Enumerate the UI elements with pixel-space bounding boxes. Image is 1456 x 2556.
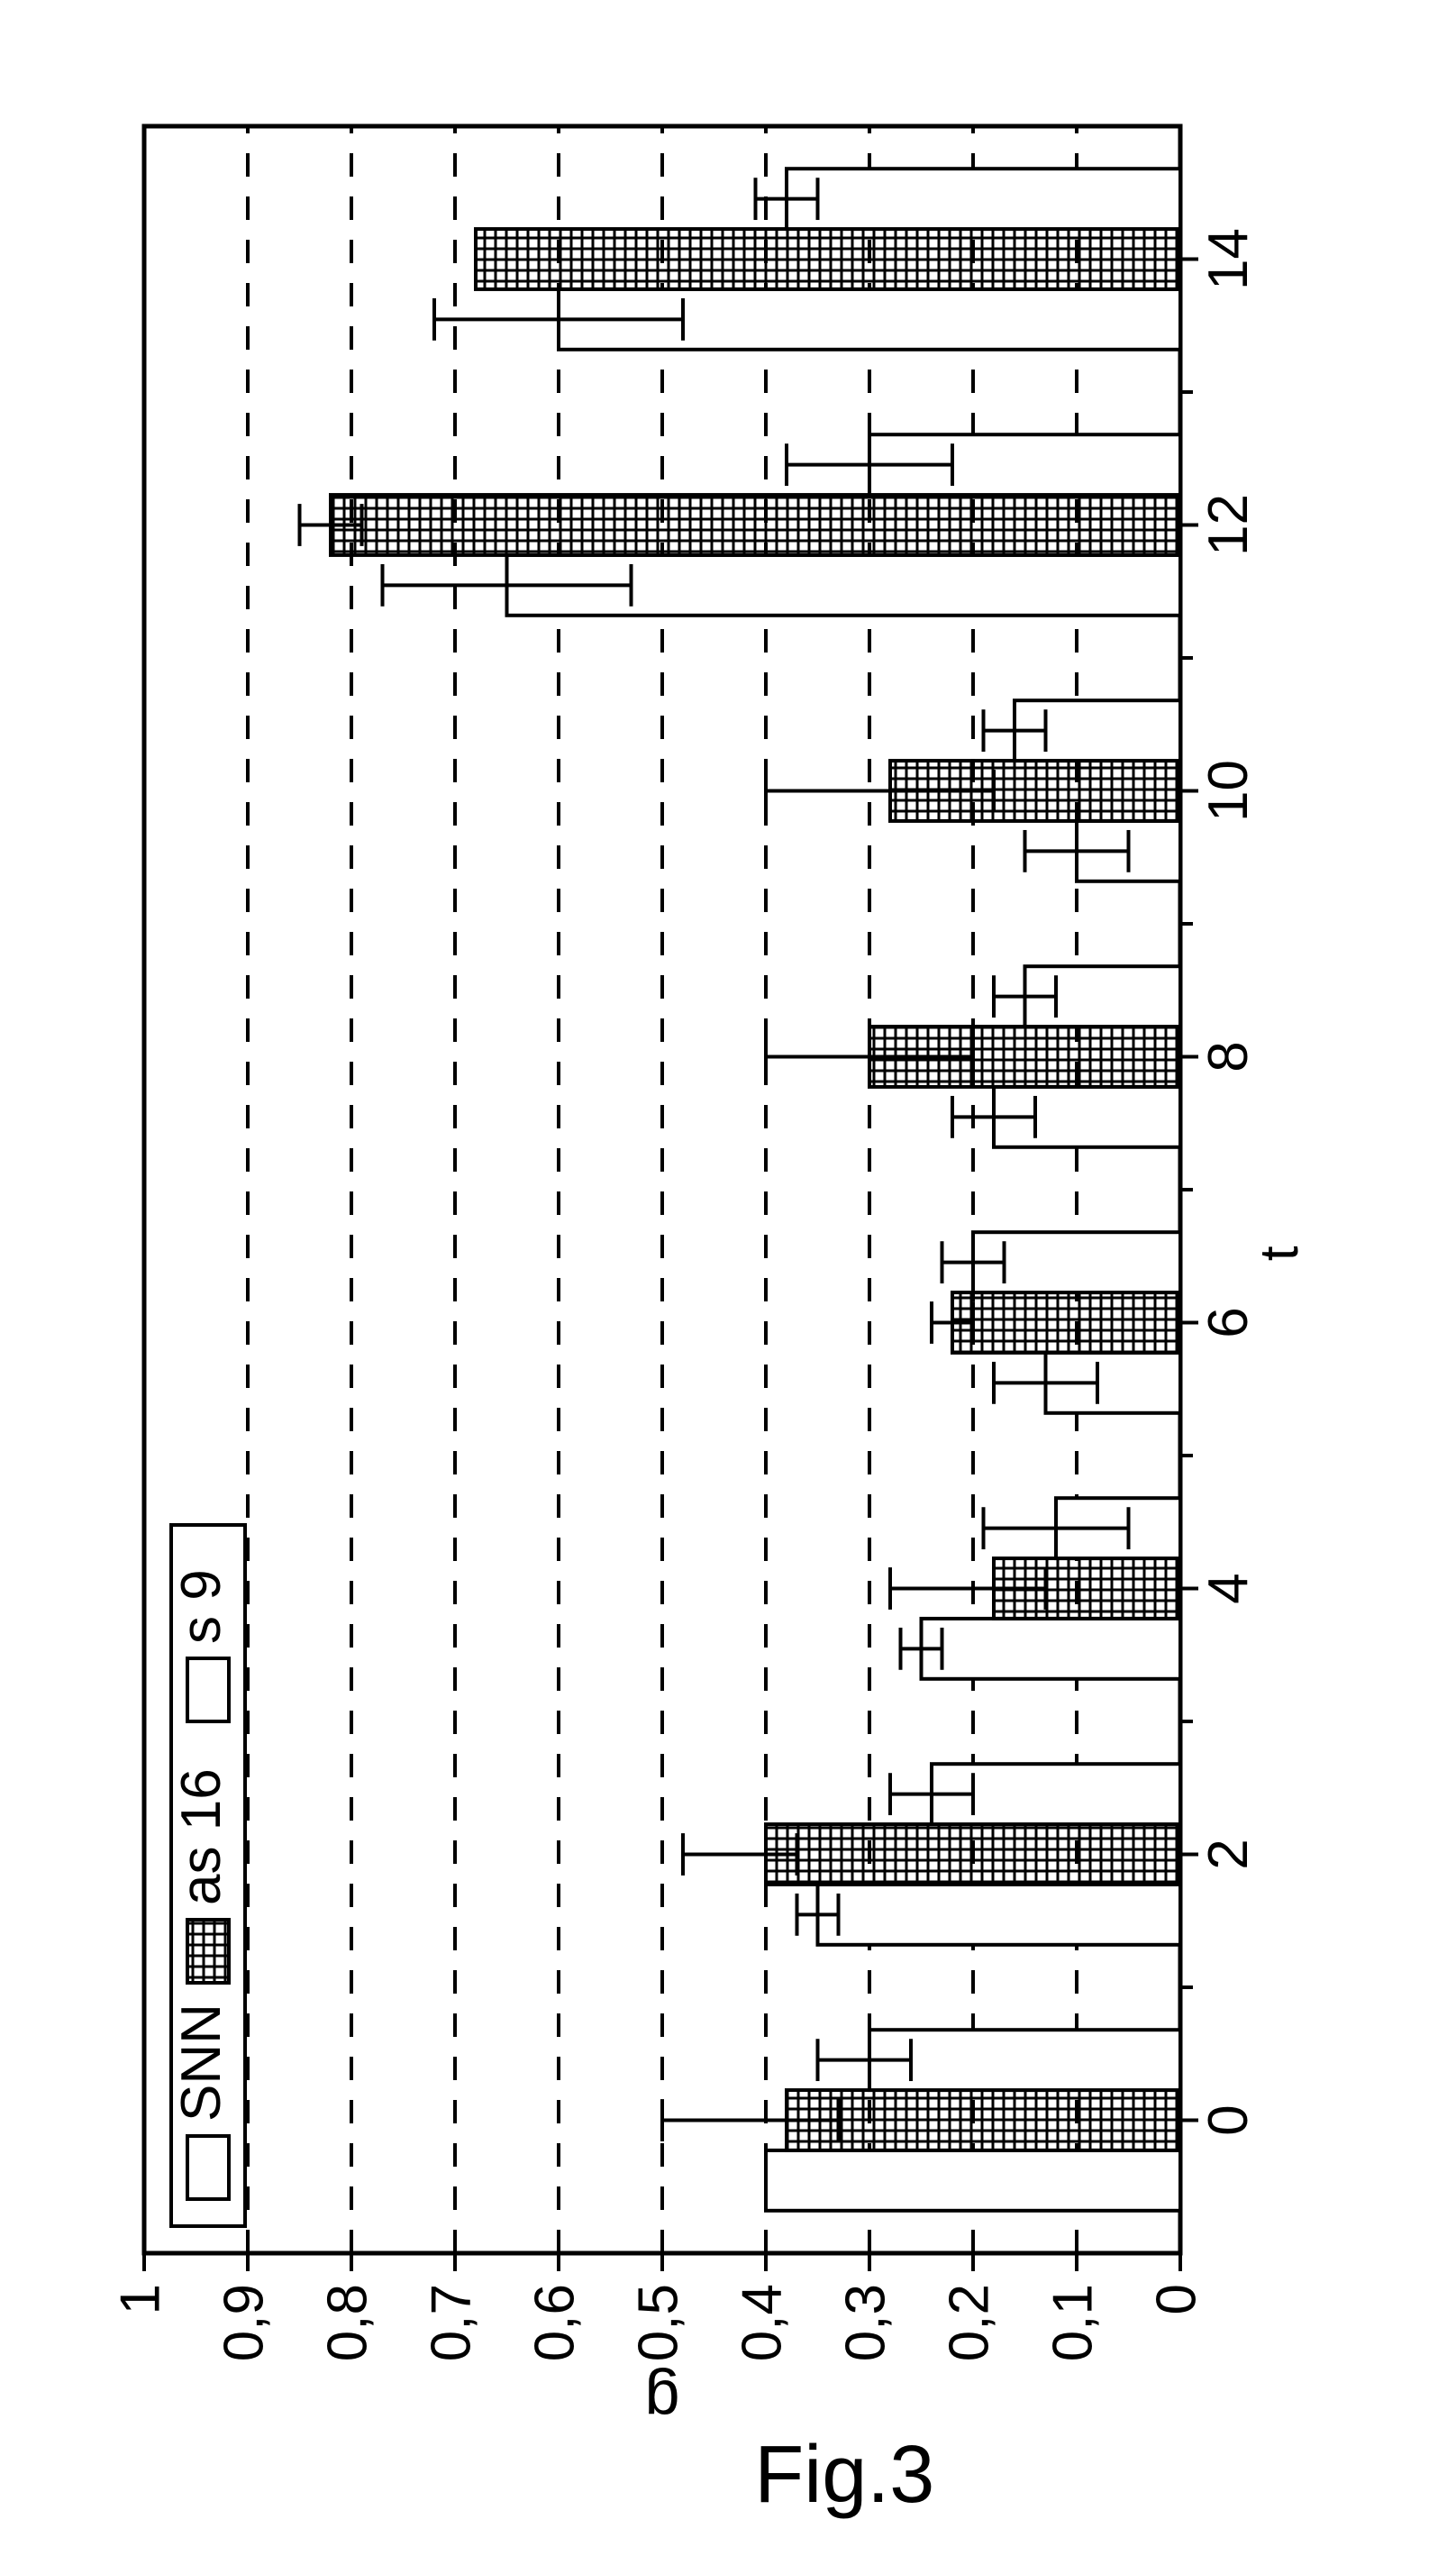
y-tick-label: 0,3 xyxy=(834,2284,896,2361)
y-tick-label: 0,4 xyxy=(731,2284,793,2361)
legend-swatch xyxy=(187,1920,229,1983)
bar xyxy=(331,495,1180,555)
legend-swatch xyxy=(187,2136,229,2199)
y-tick-label: 0,8 xyxy=(316,2284,378,2361)
figure-svg: 0 0,1 0,2 0,3 0,4 0,5 0,6 0,7 0,8 0,9 1 g 0 2 4 6 8 10 12 1… xyxy=(0,0,1456,2556)
bar xyxy=(766,1824,1180,1885)
x-tick-label: 6 xyxy=(1197,1307,1260,1337)
y-axis-label: g xyxy=(645,2368,680,2438)
x-tick-label: 12 xyxy=(1197,494,1260,556)
figure-label: Fig.3 xyxy=(754,2430,934,2520)
y-tick-label: 0,6 xyxy=(523,2284,586,2361)
y-tick-label: 0,7 xyxy=(420,2284,482,2361)
x-axis-label: t xyxy=(1249,1246,1309,1261)
y-tick-label: 0 xyxy=(1145,2284,1207,2314)
x-tick-label: 14 xyxy=(1197,228,1260,290)
legend-label: s 9 xyxy=(170,1569,232,1644)
legend-label: SNN xyxy=(170,2004,232,2122)
x-tick-label: 0 xyxy=(1197,2104,1260,2135)
bar xyxy=(869,2030,1180,2090)
y-tick-label: 0,9 xyxy=(213,2284,275,2361)
bar xyxy=(952,1292,1180,1353)
legend-label: as 16 xyxy=(170,1768,232,1905)
bar xyxy=(766,2150,1180,2211)
legend-swatch xyxy=(187,1658,229,1721)
bar xyxy=(787,169,1180,229)
chart-root: 0 0,1 0,2 0,3 0,4 0,5 0,6 0,7 0,8 0,9 1 g 0 2 4 6 8 10 12 1… xyxy=(109,126,1309,2438)
y-tick-label: 1 xyxy=(109,2284,171,2314)
y-tick-label: 0,5 xyxy=(627,2284,689,2361)
bar xyxy=(787,2090,1180,2150)
x-tick-label: 10 xyxy=(1197,760,1260,822)
bar xyxy=(476,229,1180,289)
x-tick-label: 4 xyxy=(1197,1573,1260,1603)
y-tick-label: 0,2 xyxy=(938,2284,1000,2361)
bar xyxy=(922,1619,1181,1679)
bar xyxy=(818,1885,1181,1945)
legend: SNN as 16 s 9 xyxy=(170,1525,245,2226)
y-tick-label: 0,1 xyxy=(1042,2284,1104,2361)
x-tick-label: 8 xyxy=(1197,1041,1260,1072)
page: 0 0,1 0,2 0,3 0,4 0,5 0,6 0,7 0,8 0,9 1 g 0 2 4 6 8 10 12 1… xyxy=(0,0,1456,2556)
x-tick-label: 2 xyxy=(1197,1839,1260,1869)
